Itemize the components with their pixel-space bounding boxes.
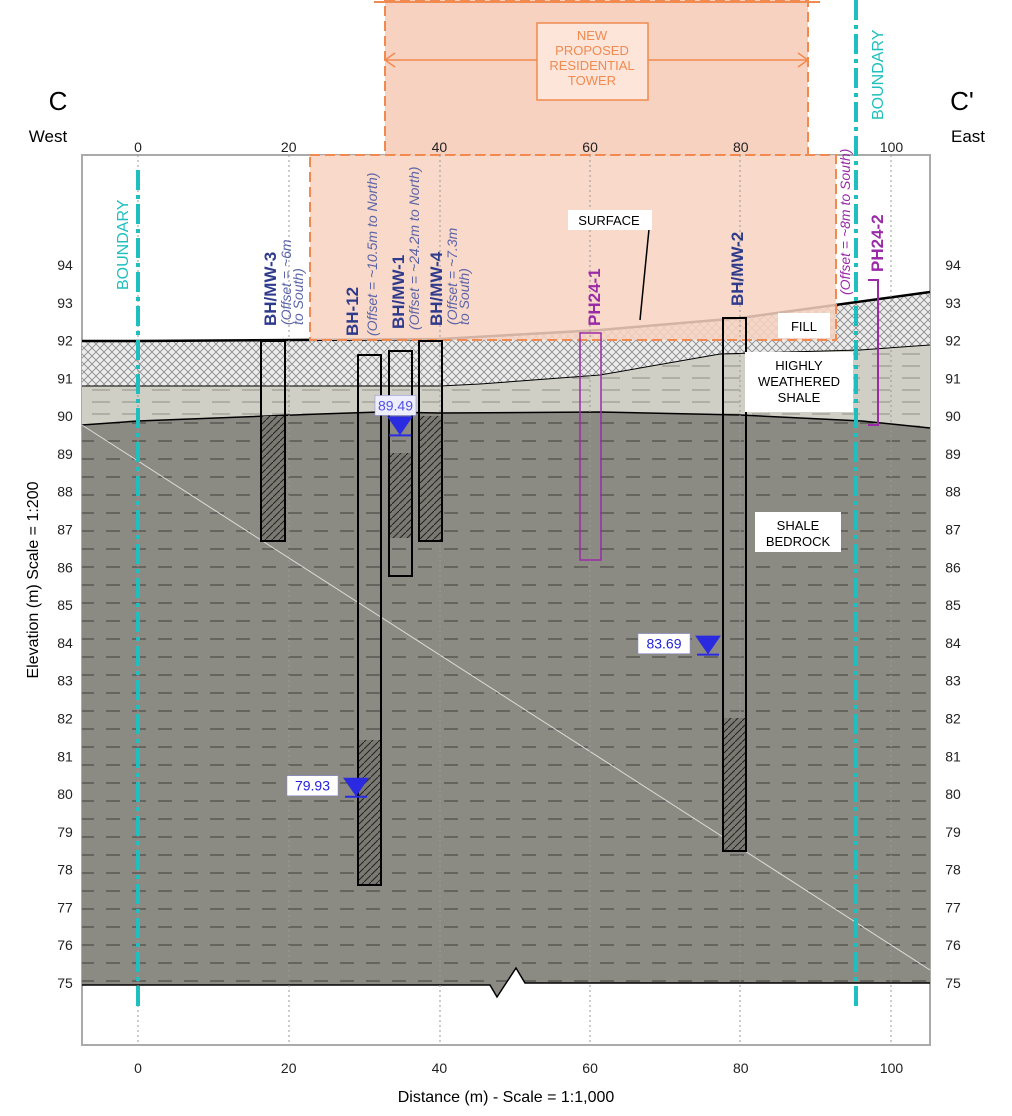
x-tick-label: 60 bbox=[582, 1060, 598, 1076]
y-tick-label: 92 bbox=[57, 333, 73, 349]
y-tick-label: 75 bbox=[945, 975, 961, 991]
y-tick-label: 93 bbox=[945, 295, 961, 311]
y-tick-label: 85 bbox=[57, 597, 73, 613]
boundary-label: BOUNDARY bbox=[870, 29, 887, 120]
sample-zone bbox=[723, 718, 746, 851]
y-tick-label: 78 bbox=[945, 862, 961, 878]
tower-label: NEW bbox=[577, 28, 608, 43]
y-tick-label: 89 bbox=[945, 446, 961, 462]
water-level-label: 89.49 bbox=[378, 397, 413, 413]
y-tick-label: 83 bbox=[57, 673, 73, 689]
x-tick-label: 80 bbox=[733, 139, 749, 155]
y-tick-label: 76 bbox=[57, 937, 73, 953]
borehole-offset: (Offset = ~10.5m to North) bbox=[364, 173, 380, 336]
tower-label: PROPOSED bbox=[555, 43, 629, 58]
y-tick-label: 84 bbox=[945, 635, 961, 651]
layer-label: FILL bbox=[791, 319, 817, 334]
section-dir: East bbox=[951, 127, 985, 146]
y-tick-label: 88 bbox=[57, 484, 73, 500]
y-tick-label: 89 bbox=[57, 446, 73, 462]
section-label: C bbox=[49, 86, 68, 116]
layer-label: WEATHERED bbox=[758, 374, 840, 389]
y-tick-label: 80 bbox=[57, 786, 73, 802]
y-tick-label: 81 bbox=[57, 748, 73, 764]
y-tick-label: 83 bbox=[945, 673, 961, 689]
sample-zone bbox=[389, 453, 412, 538]
cross-section: 0 0 20 20 40 40 60 60 80 80 100 100 75 75 76 76 77 77 78 78… bbox=[0, 0, 1012, 1111]
y-tick-label: 87 bbox=[57, 522, 73, 538]
x-tick-label: 0 bbox=[134, 1060, 142, 1076]
borehole-offset: to South) bbox=[290, 268, 306, 325]
section-dir: West bbox=[29, 127, 68, 146]
sample-zone bbox=[419, 416, 442, 541]
layer-label: SHALE bbox=[777, 518, 820, 533]
y-tick-label: 79 bbox=[945, 824, 961, 840]
y-tick-label: 87 bbox=[945, 522, 961, 538]
y-tick-label: 78 bbox=[57, 862, 73, 878]
y-tick-label: 81 bbox=[945, 748, 961, 764]
y-tick-label: 82 bbox=[945, 710, 961, 726]
y-tick-label: 76 bbox=[945, 937, 961, 953]
borehole-offset: (Offset = ~24.2m to North) bbox=[406, 167, 422, 330]
borehole-offset: to South) bbox=[456, 268, 472, 325]
layer-label: SHALE bbox=[778, 390, 821, 405]
y-tick-label: 94 bbox=[57, 257, 73, 273]
y-tick-label: 82 bbox=[57, 710, 73, 726]
y-tick-label: 92 bbox=[945, 333, 961, 349]
x-tick-label: 0 bbox=[134, 139, 142, 155]
y-tick-label: 93 bbox=[57, 295, 73, 311]
y-tick-label: 75 bbox=[57, 975, 73, 991]
tower-label: TOWER bbox=[568, 73, 616, 88]
x-tick-label: 100 bbox=[880, 1060, 904, 1076]
surface-label: SURFACE bbox=[578, 213, 640, 228]
y-tick-label: 77 bbox=[57, 899, 73, 915]
layer-label: HIGHLY bbox=[775, 358, 823, 373]
boundary-label: BOUNDARY bbox=[115, 199, 132, 290]
water-level-label: 83.69 bbox=[646, 636, 681, 652]
y-tick-label: 79 bbox=[57, 824, 73, 840]
x-tick-label: 100 bbox=[880, 139, 904, 155]
y-tick-label: 88 bbox=[945, 484, 961, 500]
y-tick-label: 91 bbox=[945, 370, 961, 386]
y-tick-label: 94 bbox=[945, 257, 961, 273]
borehole-offset: (Offset = ~8m to South) bbox=[837, 149, 853, 295]
y-tick-label: 90 bbox=[57, 408, 73, 424]
sample-zone bbox=[261, 416, 285, 541]
x-tick-label: 20 bbox=[281, 1060, 297, 1076]
water-level-label: 79.93 bbox=[295, 778, 330, 794]
sample-zone bbox=[358, 740, 381, 885]
x-tick-label: 60 bbox=[582, 139, 598, 155]
y-tick-label: 77 bbox=[945, 899, 961, 915]
section-label: C' bbox=[950, 86, 974, 116]
x-tick-label: 20 bbox=[281, 139, 297, 155]
borehole-name: PH24-1 bbox=[585, 268, 604, 326]
y-tick-label: 85 bbox=[945, 597, 961, 613]
layer-label: BEDROCK bbox=[766, 534, 831, 549]
borehole-name: BH-12 bbox=[343, 287, 362, 336]
x-axis-title: Distance (m) - Scale = 1:1,000 bbox=[398, 1089, 615, 1106]
bedrock bbox=[82, 412, 930, 997]
x-tick-label: 40 bbox=[432, 139, 448, 155]
y-tick-label: 86 bbox=[57, 559, 73, 575]
y-tick-label: 84 bbox=[57, 635, 73, 651]
x-tick-label: 80 bbox=[733, 1060, 749, 1076]
y-tick-label: 80 bbox=[945, 786, 961, 802]
borehole-name: BH/MW-2 bbox=[728, 232, 747, 306]
tower-label: RESIDENTIAL bbox=[549, 58, 634, 73]
y-tick-label: 86 bbox=[945, 559, 961, 575]
borehole-name: PH24-2 bbox=[868, 214, 887, 272]
x-tick-label: 40 bbox=[432, 1060, 448, 1076]
y-tick-label: 91 bbox=[57, 370, 73, 386]
y-axis-title: Elevation (m) Scale = 1:200 bbox=[25, 481, 42, 678]
y-tick-label: 90 bbox=[945, 408, 961, 424]
